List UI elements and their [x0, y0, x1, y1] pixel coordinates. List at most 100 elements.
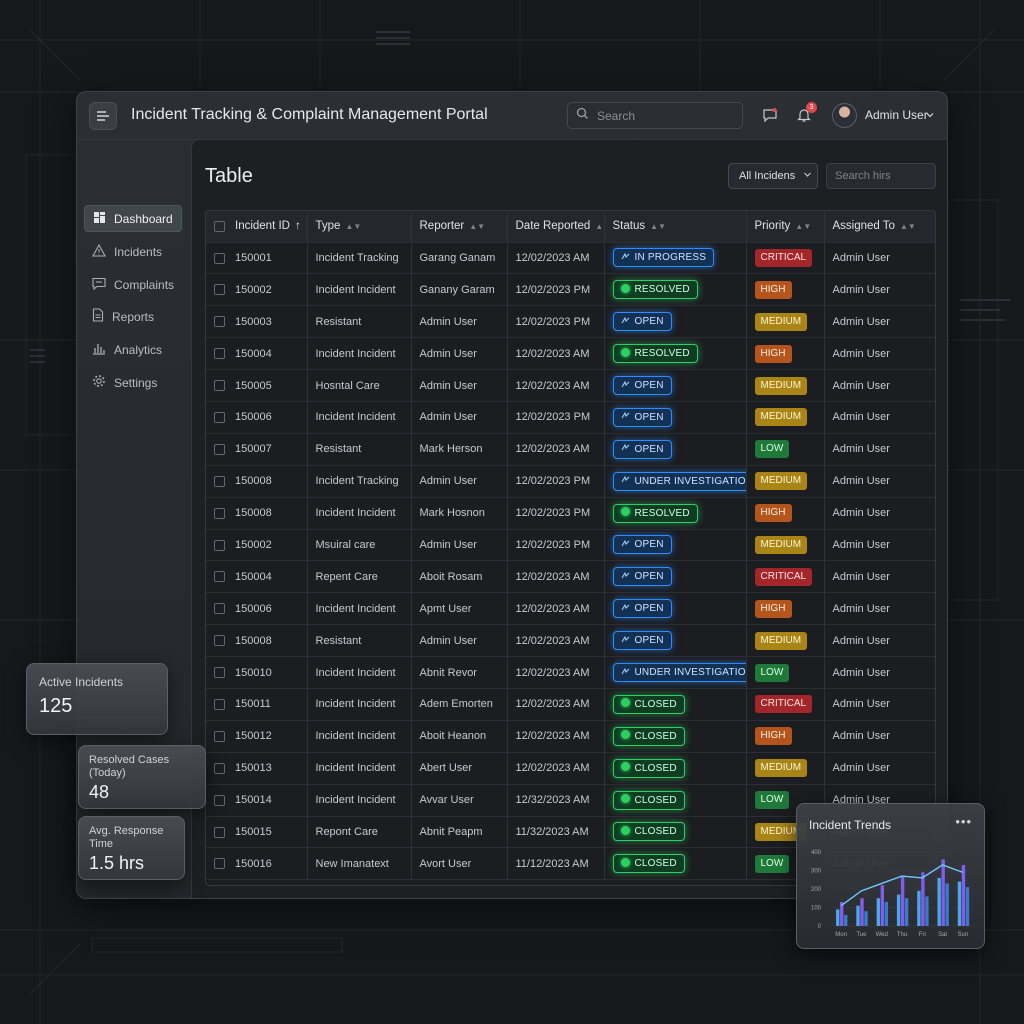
x-tick-label: Fri: [919, 932, 926, 938]
table-row[interactable]: 150008 Incident Incident Mark Hosnon 12/02/…: [206, 497, 935, 530]
reporter-cell: Admin User: [411, 624, 508, 658]
priority-cell: HIGH: [746, 497, 825, 530]
column-header-status[interactable]: Status ▲▼: [604, 211, 747, 243]
table-row[interactable]: 150005 Hosntal Care Admin User 12/02/2023 A…: [206, 369, 935, 402]
status-cell: CLOSED: [604, 847, 747, 881]
sort-icon[interactable]: ▲▼: [469, 222, 486, 232]
assigned-cell: Admin User: [824, 433, 935, 466]
row-checkbox[interactable]: [214, 571, 225, 583]
reporter-cell: Garang Ganam: [411, 242, 508, 275]
column-header-incident-id[interactable]: Incident ID ↑: [206, 211, 308, 243]
date-cell: 12/02/2023 PM: [507, 529, 605, 562]
row-checkbox[interactable]: [214, 667, 225, 679]
table-row[interactable]: 150001 Incident Tracking Garang Ganam 12/02…: [206, 242, 935, 275]
priority-badge: LOW: [754, 791, 790, 810]
more-options-icon[interactable]: •••: [955, 814, 972, 829]
row-checkbox[interactable]: [214, 762, 225, 774]
row-checkbox[interactable]: [214, 411, 225, 423]
row-checkbox[interactable]: [214, 603, 225, 615]
search-box[interactable]: [567, 102, 743, 129]
row-checkbox[interactable]: [214, 252, 225, 264]
table-search-box[interactable]: [826, 163, 936, 189]
table-row[interactable]: 150003 Resistant Admin User 12/02/2023 PM OP…: [206, 305, 935, 339]
row-checkbox[interactable]: [214, 443, 225, 455]
table-row[interactable]: 150004 Incident Incident Admin User 12/02/2…: [206, 337, 935, 371]
type-cell: Incident Incident: [307, 592, 412, 626]
table-row[interactable]: 150002 Incident Incident Ganany Garam 12/02…: [206, 273, 935, 307]
message-icon[interactable]: [761, 106, 779, 124]
row-checkbox[interactable]: [214, 316, 225, 328]
column-header-reporter[interactable]: Reporter ▲▼: [411, 211, 508, 243]
row-checkbox[interactable]: [214, 794, 225, 806]
sort-icon[interactable]: ▲▼: [595, 222, 604, 232]
status-cell: OPEN: [604, 401, 747, 434]
table-search-input[interactable]: [835, 170, 931, 182]
column-header-date-reported[interactable]: Date Reported▲▼: [507, 211, 605, 243]
row-checkbox[interactable]: [214, 539, 225, 551]
status-icon: [621, 603, 630, 615]
date-cell: 12/02/2023 PM: [507, 465, 605, 498]
stat-label: Avg. Response Time: [89, 825, 164, 850]
user-name[interactable]: Admin User: [865, 108, 928, 122]
sidebar-item-complaints[interactable]: Complaints: [84, 271, 182, 298]
sort-icon[interactable]: ▲▼: [795, 222, 812, 232]
row-checkbox[interactable]: [214, 826, 225, 838]
table-row[interactable]: 150004 Repent Care Aboit Rosam 12/02/2023 A…: [206, 560, 935, 594]
notification-bell-icon[interactable]: 3: [795, 102, 817, 124]
chevron-down-icon[interactable]: [925, 107, 935, 125]
table-row[interactable]: 150007 Resistant Mark Herson 12/02/2023 AM O…: [206, 433, 935, 466]
row-checkbox[interactable]: [214, 699, 225, 710]
reporter-cell: Abnit Peapm: [411, 816, 508, 849]
table-row[interactable]: 150006 Incident Incident Apmt User 12/02/20…: [206, 592, 935, 626]
sidebar-item-reports[interactable]: Reports: [84, 303, 182, 330]
assigned-cell: Admin User: [824, 656, 935, 689]
table-row[interactable]: 150008 Resistant Admin User 12/02/2023 AM OP…: [206, 624, 935, 658]
table-row[interactable]: 150008 Incident Tracking Admin User 12/02/2…: [206, 465, 935, 498]
incident-filter-select[interactable]: All Incidens: [728, 163, 818, 189]
status-cell: RESOLVED: [604, 497, 747, 530]
stat-label: Active Incidents: [39, 675, 124, 689]
avatar[interactable]: [832, 103, 857, 128]
x-tick-label: Wed: [876, 932, 888, 938]
status-badge: CLOSED: [612, 854, 685, 874]
row-checkbox[interactable]: [214, 507, 225, 519]
document-icon: [92, 308, 104, 325]
sort-icon[interactable]: ▲▼: [899, 222, 916, 232]
column-header-priority[interactable]: Priority ▲▼: [746, 211, 825, 243]
row-checkbox[interactable]: [214, 284, 225, 296]
row-checkbox[interactable]: [214, 858, 225, 870]
sidebar-item-analytics[interactable]: Analytics: [84, 336, 182, 363]
row-checkbox[interactable]: [214, 348, 225, 360]
table-row[interactable]: 150012 Incident Incident Aboit Heanon 12/02…: [206, 720, 935, 753]
table-row[interactable]: 150002 Msuiral care Admin User 12/02/2023 P…: [206, 529, 935, 562]
row-checkbox[interactable]: [214, 380, 225, 392]
row-checkbox[interactable]: [214, 475, 225, 487]
sort-up-icon[interactable]: ↑: [294, 220, 301, 233]
sort-icon[interactable]: ▲▼: [650, 222, 666, 232]
status-badge: OPEN: [612, 567, 672, 587]
status-cell: CLOSED: [604, 816, 747, 849]
column-header-assigned-to[interactable]: Assigned To ▲▼: [824, 211, 935, 243]
row-checkbox[interactable]: [214, 730, 225, 742]
table-row[interactable]: 150010 Incident Incident Abnit Revor 12/02/…: [206, 656, 935, 689]
table-row[interactable]: 150006 Incident Incident Admin User 12/02/2…: [206, 401, 935, 434]
date-cell: 12/02/2023 AM: [507, 656, 605, 689]
search-input[interactable]: [597, 108, 727, 123]
table-row[interactable]: 150014 Incident Incident Avvar User 12/32/2…: [206, 784, 935, 817]
sidebar-item-incidents[interactable]: Incidents: [84, 238, 182, 265]
column-header-type[interactable]: Type ▲▼: [307, 211, 412, 243]
sidebar-item-dashboard[interactable]: Dashboard: [84, 205, 182, 232]
table-row[interactable]: 150013 Incident Incident Abert User 12/02/2…: [206, 752, 935, 785]
sort-icon[interactable]: ▲▼: [345, 222, 362, 232]
trend-bar: [884, 901, 889, 926]
status-cell: OPEN: [604, 529, 747, 562]
row-checkbox[interactable]: [214, 635, 225, 647]
sidebar-item-settings[interactable]: Settings: [84, 369, 182, 396]
table-row[interactable]: 150016 New Imanatext Avort User 11/12/2023 …: [206, 847, 935, 881]
trend-bar: [917, 890, 921, 926]
select-all-checkbox[interactable]: [214, 220, 225, 232]
table-row[interactable]: 150011 Incident Incident Adem Emorten 12/02…: [206, 688, 935, 721]
type-cell: Incident Incident: [307, 688, 412, 721]
main-content: Table All Incidens Incident ID↑ Type▲▼ R…: [191, 140, 947, 898]
